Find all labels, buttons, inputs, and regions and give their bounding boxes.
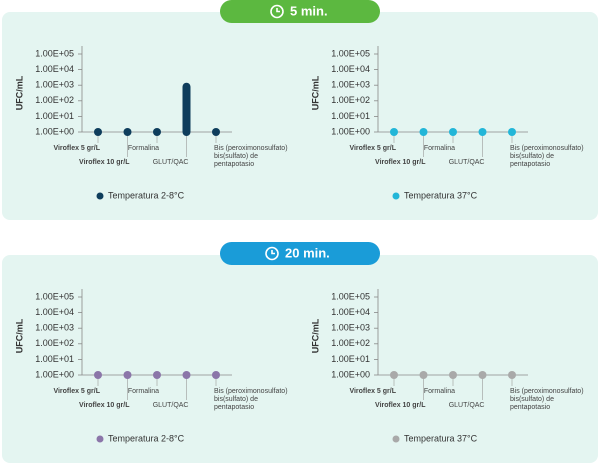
- data-marker: [212, 371, 220, 379]
- data-marker: [419, 128, 428, 136]
- data-marker: [182, 82, 191, 136]
- y-tick-label: 1.00E+05: [331, 48, 370, 58]
- data-marker: [419, 371, 428, 379]
- panel-background: [2, 255, 598, 463]
- y-tick-label: 1.00E+05: [35, 48, 74, 58]
- x-tick-label: Formalina: [424, 145, 455, 152]
- data-marker: [390, 371, 398, 379]
- x-tick-label: pentapotasio: [510, 161, 550, 168]
- y-tick-label: 1.00E+02: [331, 95, 370, 105]
- x-tick-label: Viroflex 5 gr/L: [349, 388, 396, 395]
- time-label: 20 min.: [285, 245, 330, 260]
- legend-marker: [392, 192, 400, 200]
- x-tick-label: bis(sulfato) de: [214, 153, 258, 160]
- x-tick-label: Viroflex 10 gr/L: [375, 159, 426, 166]
- data-marker: [449, 371, 457, 379]
- y-axis-label: UFC/mL: [310, 75, 320, 110]
- y-tick-label: 1.00E+00: [35, 126, 74, 136]
- x-tick-label: bis(sulfato) de: [510, 396, 554, 403]
- x-tick-label: Viroflex 5 gr/L: [53, 388, 100, 395]
- legend-label: Temperatura 2-8°C: [108, 433, 185, 443]
- data-marker: [508, 371, 516, 379]
- x-tick-label: Viroflex 5 gr/L: [53, 145, 100, 152]
- x-tick-label: Bis (peroximonosulfato): [214, 145, 288, 152]
- data-marker: [153, 371, 161, 379]
- y-tick-label: 1.00E+00: [35, 369, 74, 379]
- x-tick-label: Viroflex 10 gr/L: [79, 402, 130, 409]
- x-tick-label: Formalina: [128, 388, 159, 395]
- y-axis-label: UFC/mL: [310, 318, 320, 353]
- y-tick-label: 1.00E+04: [35, 64, 74, 74]
- y-tick-label: 1.00E+01: [35, 354, 74, 364]
- y-tick-label: 1.00E+02: [331, 338, 370, 348]
- clock-icon: [270, 4, 284, 19]
- clock-icon: [265, 246, 279, 261]
- data-marker: [182, 371, 191, 379]
- data-marker: [123, 128, 132, 136]
- y-tick-label: 1.00E+02: [35, 95, 74, 105]
- x-tick-label: GLUT/QAC: [153, 159, 189, 166]
- y-tick-label: 1.00E+01: [35, 111, 74, 121]
- panel-background: [2, 12, 598, 220]
- data-marker: [153, 128, 161, 136]
- x-tick-label: Formalina: [424, 388, 455, 395]
- x-tick-label: pentapotasio: [214, 161, 254, 168]
- legend-label: Temperatura 2-8°C: [108, 190, 185, 200]
- legend-marker: [392, 435, 400, 443]
- time-pill: [220, 242, 380, 265]
- y-tick-label: 1.00E+01: [331, 354, 370, 364]
- data-marker: [478, 371, 487, 379]
- legend-label: Temperatura 37°C: [404, 433, 478, 443]
- data-marker: [94, 128, 102, 136]
- x-tick-label: GLUT/QAC: [449, 402, 485, 409]
- y-tick-label: 1.00E+05: [331, 291, 370, 301]
- y-tick-label: 1.00E+04: [35, 307, 74, 317]
- time-label: 5 min.: [290, 3, 328, 18]
- data-marker: [212, 128, 220, 136]
- legend-marker: [96, 192, 104, 200]
- x-tick-label: pentapotasio: [214, 404, 254, 411]
- data-marker: [478, 128, 487, 136]
- data-marker: [508, 128, 516, 136]
- y-tick-label: 1.00E+01: [331, 111, 370, 121]
- x-tick-label: GLUT/QAC: [153, 402, 189, 409]
- y-tick-label: 1.00E+00: [331, 369, 370, 379]
- x-tick-label: bis(sulfato) de: [214, 396, 258, 403]
- x-tick-label: Viroflex 5 gr/L: [349, 145, 396, 152]
- x-tick-label: Bis (peroximonosulfato): [214, 388, 288, 395]
- data-marker: [123, 371, 132, 379]
- y-tick-label: 1.00E+03: [35, 80, 74, 90]
- y-tick-label: 1.00E+05: [35, 291, 74, 301]
- x-tick-label: Viroflex 10 gr/L: [375, 402, 426, 409]
- data-marker: [449, 128, 457, 136]
- time-pill: [220, 0, 380, 23]
- y-tick-label: 1.00E+04: [331, 307, 370, 317]
- y-tick-label: 1.00E+03: [35, 323, 74, 333]
- y-tick-label: 1.00E+00: [331, 126, 370, 136]
- x-tick-label: Bis (peroximonosulfato): [510, 145, 584, 152]
- y-axis-label: UFC/mL: [14, 318, 24, 353]
- y-tick-label: 1.00E+04: [331, 64, 370, 74]
- x-tick-label: Bis (peroximonosulfato): [510, 388, 584, 395]
- y-axis-label: UFC/mL: [14, 75, 24, 110]
- data-marker: [390, 128, 398, 136]
- y-tick-label: 1.00E+03: [331, 323, 370, 333]
- x-tick-label: bis(sulfato) de: [510, 153, 554, 160]
- x-tick-label: pentapotasio: [510, 404, 550, 411]
- legend-marker: [96, 435, 104, 443]
- x-tick-label: Viroflex 10 gr/L: [79, 159, 130, 166]
- x-tick-label: Formalina: [128, 145, 159, 152]
- legend-label: Temperatura 37°C: [404, 190, 478, 200]
- y-tick-label: 1.00E+03: [331, 80, 370, 90]
- data-marker: [94, 371, 102, 379]
- x-tick-label: GLUT/QAC: [449, 159, 485, 166]
- y-tick-label: 1.00E+02: [35, 338, 74, 348]
